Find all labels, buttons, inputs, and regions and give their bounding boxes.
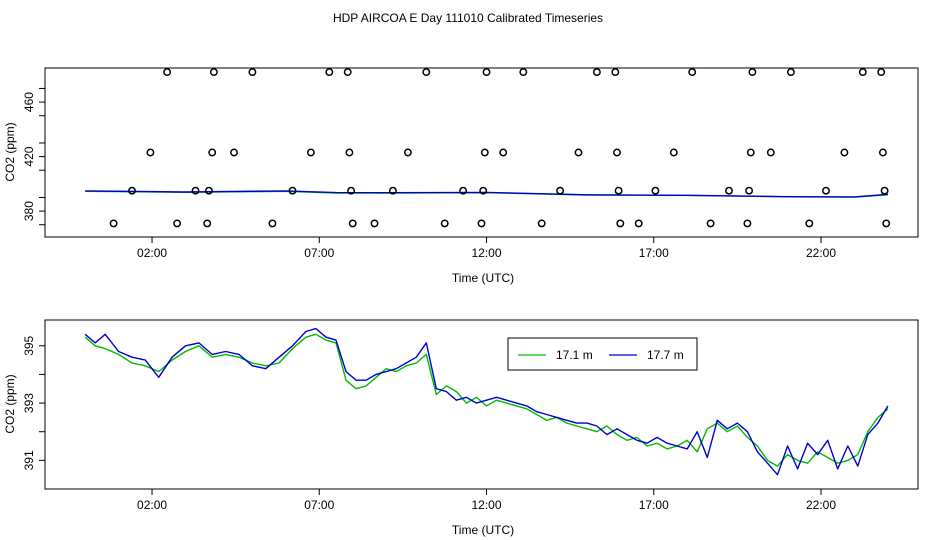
y-tick-label: 393 xyxy=(22,393,36,413)
x-tick-label: 22:00 xyxy=(806,498,836,512)
timeseries-panel: 02:00 07:00 12:00 17:00 22:00 391 393 395 Time… xyxy=(3,319,919,537)
calibration-point xyxy=(669,148,678,157)
calibration-point xyxy=(480,148,489,157)
calibration-point xyxy=(786,68,795,77)
calibration-point xyxy=(248,68,257,77)
x-tick-label: 02:00 xyxy=(137,498,167,512)
x-axis-label-bottom: Time (UTC) xyxy=(452,523,514,537)
calibration-point xyxy=(146,148,155,157)
calibration-point xyxy=(345,148,354,157)
calibration-point xyxy=(482,68,491,77)
x-tick-label: 12:00 xyxy=(472,498,502,512)
x-tick-label: 07:00 xyxy=(304,498,334,512)
calibration-point xyxy=(499,148,508,157)
x-tick-label: 12:00 xyxy=(472,246,502,260)
calibration-point xyxy=(858,68,867,77)
calibration-point xyxy=(745,186,754,195)
calibration-point xyxy=(743,219,752,228)
calibration-point xyxy=(403,148,412,157)
calibration-point xyxy=(163,68,172,77)
calibration-point xyxy=(370,219,379,228)
calibration-point xyxy=(204,186,213,195)
calibration-point xyxy=(388,186,397,195)
y-tick-label: 395 xyxy=(22,335,36,355)
calibration-point xyxy=(325,68,334,77)
calibration-point xyxy=(209,68,218,77)
x-axis-label-top: Time (UTC) xyxy=(452,271,514,285)
calibration-point xyxy=(208,148,217,157)
calibration-point xyxy=(614,186,623,195)
calibration-point xyxy=(128,186,136,195)
calibration-point xyxy=(440,219,449,228)
y-tick-label: 460 xyxy=(22,92,36,112)
calibration-point xyxy=(882,219,891,228)
calibration-panel: 02:00 07:00 12:00 17:00 22:00 380 420 460 Time… xyxy=(3,67,919,285)
y-tick-label: 391 xyxy=(22,450,36,470)
y-tick-label: 420 xyxy=(22,146,36,166)
calibration-point xyxy=(109,219,118,228)
legend-label-17-1m: 17.1 m xyxy=(556,348,593,362)
calibration-point xyxy=(537,219,546,228)
plot-frame-bottom xyxy=(44,319,919,490)
x-tick-label: 22:00 xyxy=(806,246,836,260)
x-tick-label: 07:00 xyxy=(304,246,334,260)
calibration-point xyxy=(173,219,182,228)
calibration-point xyxy=(343,68,352,77)
calibration-point xyxy=(574,148,583,157)
calibration-point xyxy=(688,68,697,77)
calibration-point xyxy=(592,68,601,77)
calibration-point xyxy=(840,148,849,157)
calibration-point xyxy=(805,219,814,228)
calibration-point xyxy=(230,148,238,157)
calibration-point xyxy=(880,186,889,195)
y-tick-label: 380 xyxy=(22,201,36,221)
calibration-point xyxy=(477,219,486,228)
calibration-point xyxy=(422,68,431,77)
calibration-point xyxy=(878,148,887,157)
calibration-point xyxy=(288,186,297,195)
calibration-point xyxy=(877,68,886,77)
x-tick-label: 17:00 xyxy=(639,246,669,260)
calibration-point xyxy=(556,186,565,195)
calibration-point xyxy=(611,68,620,77)
calibration-point xyxy=(459,186,468,195)
calibration-point xyxy=(613,148,621,157)
calibration-point xyxy=(746,148,755,157)
x-tick-label: 17:00 xyxy=(639,498,669,512)
calibration-point xyxy=(651,186,660,195)
calibration-point xyxy=(706,219,715,228)
y-axis-label-bottom: CO2 (ppm) xyxy=(3,374,17,433)
series-line-blue xyxy=(84,327,889,476)
legend-box xyxy=(507,337,698,371)
calibration-point xyxy=(479,186,488,195)
calibration-point xyxy=(822,186,830,195)
plot-frame-top xyxy=(44,67,919,238)
calibration-point xyxy=(191,186,200,195)
legend-label-17-7m: 17.7 m xyxy=(647,348,684,362)
y-axis-label-top: CO2 (ppm) xyxy=(3,122,17,181)
calibration-point xyxy=(766,148,775,157)
calibration-point xyxy=(347,186,356,195)
legend: 17.1 m 17.7 m xyxy=(507,337,698,371)
x-tick-label: 02:00 xyxy=(137,246,167,260)
calibration-point xyxy=(519,68,528,77)
calibration-point xyxy=(203,219,212,228)
calibration-point xyxy=(748,68,757,77)
calibration-point xyxy=(348,219,357,228)
calibration-point xyxy=(725,186,733,195)
chart-title: HDP AIRCOA E Day 111010 Calibrated Times… xyxy=(333,11,603,25)
calibration-point xyxy=(306,148,315,157)
calibration-point xyxy=(616,219,625,228)
calibration-point xyxy=(634,219,643,228)
calibration-point xyxy=(268,219,277,228)
